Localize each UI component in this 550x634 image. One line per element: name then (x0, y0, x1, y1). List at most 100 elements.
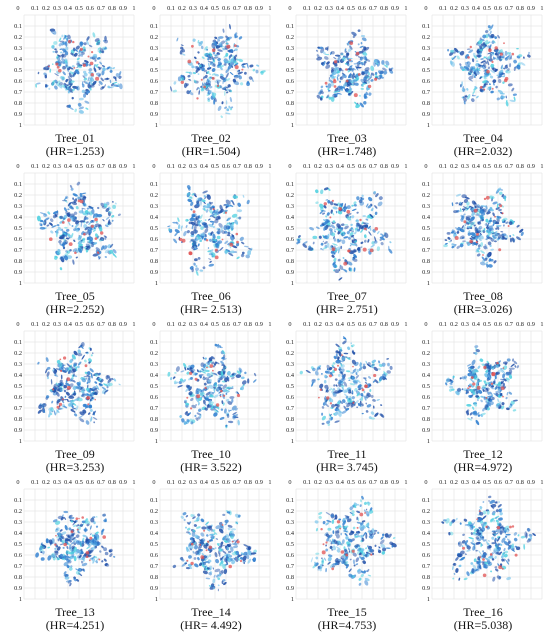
x-tick-label: 0 (424, 163, 427, 170)
crown-point-cloud (445, 345, 520, 426)
y-tick-label: 0.3 (14, 361, 22, 368)
x-tick-label: 0.4 (64, 163, 73, 170)
x-tick-label: 1 (268, 479, 271, 486)
y-tick-label: 0.7 (150, 247, 158, 254)
x-tick-label: 0.7 (233, 163, 241, 170)
x-tick-label: 0 (16, 163, 19, 170)
y-tick-label: 0.3 (14, 519, 22, 526)
y-tick-label: 0.8 (14, 416, 22, 423)
y-tick-label: 0.1 (14, 497, 22, 504)
y-tick-label: 0.4 (286, 56, 295, 63)
y-tick-label: 0.5 (150, 383, 158, 390)
x-tick-label: 0.2 (314, 5, 322, 12)
x-tick-label: 0.4 (64, 5, 73, 12)
y-tick-label: 0.2 (150, 34, 158, 41)
y-tick-label: 0.4 (150, 530, 159, 537)
y-tick-label: 0.6 (150, 236, 158, 243)
y-tick-label: 0.6 (14, 552, 22, 559)
y-tick-label: 1 (427, 596, 430, 603)
y-tick-label: 0.8 (422, 574, 430, 581)
x-tick-label: 0.6 (86, 163, 94, 170)
x-tick-label: 0 (288, 163, 291, 170)
x-tick-label: 0.6 (86, 321, 94, 328)
x-tick-label: 0.5 (211, 479, 219, 486)
x-tick-label: 0.5 (211, 5, 219, 12)
y-tick-label: 0.5 (286, 67, 294, 74)
x-tick-label: 1 (540, 5, 543, 12)
y-tick-label: 0.4 (14, 56, 23, 63)
x-tick-label: 0.1 (439, 321, 447, 328)
y-tick-label: 0.8 (150, 416, 158, 423)
y-tick-label: 0.2 (150, 508, 158, 515)
crown-point-cloud (441, 495, 536, 582)
x-tick-label: 0.6 (358, 479, 366, 486)
y-tick-label: 0.3 (150, 203, 158, 210)
x-tick-label: 0.7 (97, 5, 105, 12)
x-tick-label: 0.8 (380, 479, 388, 486)
crown-point-cloud (167, 343, 257, 428)
y-tick-label: 0.4 (422, 214, 431, 221)
y-tick-label: 0.3 (286, 45, 294, 52)
x-tick-label: 0.7 (505, 163, 513, 170)
y-tick-label: 0.1 (14, 181, 22, 188)
y-tick-label: 0.9 (14, 585, 22, 592)
x-tick-label: 0.3 (325, 479, 333, 486)
x-tick-label: 0 (152, 163, 155, 170)
x-tick-label: 1 (404, 321, 407, 328)
x-tick-label: 0 (152, 479, 155, 486)
x-tick-label: 0.5 (75, 5, 83, 12)
y-tick-label: 0.2 (150, 192, 158, 199)
x-tick-label: 0.3 (461, 479, 469, 486)
x-tick-label: 1 (268, 321, 271, 328)
x-tick-label: 0.7 (97, 479, 105, 486)
y-tick-label: 1 (19, 122, 22, 129)
y-tick-label: 0.6 (150, 78, 158, 85)
y-tick-label: 0.9 (422, 427, 430, 434)
x-tick-label: 0.1 (303, 163, 311, 170)
y-tick-label: 0.9 (14, 427, 22, 434)
y-tick-label: 0.1 (286, 181, 294, 188)
x-tick-label: 0 (288, 321, 291, 328)
x-tick-label: 0.9 (255, 163, 263, 170)
x-tick-label: 0.8 (108, 5, 116, 12)
hr-value-caption: (HR= 2.751) (280, 303, 414, 316)
x-tick-label: 0.1 (31, 321, 39, 328)
x-tick-label: 0.3 (325, 321, 333, 328)
y-tick-label: 1 (427, 122, 430, 129)
y-tick-label: 0.4 (150, 372, 159, 379)
x-tick-label: 0.9 (527, 5, 535, 12)
x-tick-label: 1 (404, 163, 407, 170)
y-tick-label: 0.2 (422, 34, 430, 41)
x-tick-label: 1 (404, 5, 407, 12)
x-tick-label: 0.1 (439, 5, 447, 12)
x-tick-label: 0.4 (472, 479, 481, 486)
x-tick-label: 0 (424, 479, 427, 486)
y-tick-label: 1 (155, 280, 158, 287)
y-tick-label: 0.8 (286, 416, 294, 423)
x-tick-label: 0.9 (527, 163, 535, 170)
x-tick-label: 0.7 (233, 321, 241, 328)
x-tick-label: 0.8 (516, 321, 524, 328)
x-tick-label: 0.4 (200, 479, 209, 486)
x-tick-label: 0.9 (119, 479, 127, 486)
y-tick-label: 0.2 (286, 350, 294, 357)
x-tick-label: 0.7 (505, 321, 513, 328)
y-tick-label: 0.6 (14, 394, 22, 401)
y-tick-label: 0.1 (422, 497, 430, 504)
x-tick-label: 0.1 (303, 321, 311, 328)
x-tick-label: 0.6 (86, 5, 94, 12)
y-tick-label: 0.9 (14, 269, 22, 276)
y-tick-label: 0.5 (286, 541, 294, 548)
x-tick-label: 0 (16, 321, 19, 328)
y-tick-label: 0.6 (150, 552, 158, 559)
x-tick-label: 0.2 (42, 321, 50, 328)
y-tick-label: 0.3 (422, 45, 430, 52)
y-tick-label: 0.4 (286, 214, 295, 221)
y-tick-label: 0.5 (14, 541, 22, 548)
